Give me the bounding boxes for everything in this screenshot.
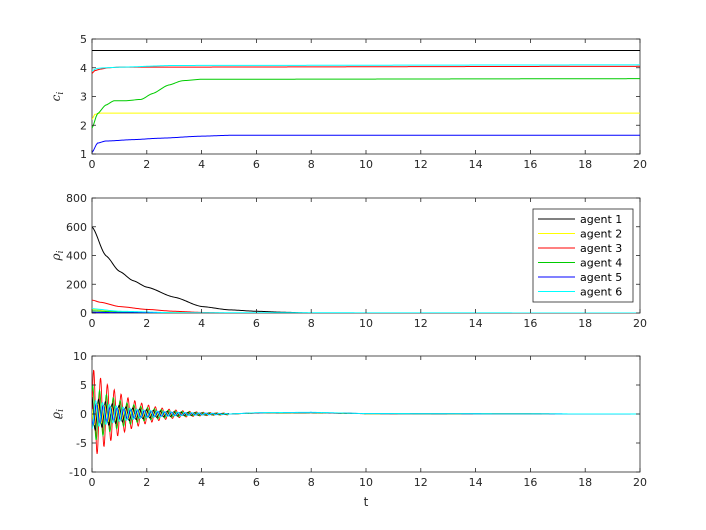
y-axis-label: ϱi (49, 409, 66, 419)
x-tick-label: 16 (523, 158, 537, 171)
y-axis-label: ci (49, 92, 66, 102)
y-tick-label: 3 (80, 91, 87, 104)
legend-entry: agent 5 (580, 271, 622, 284)
series-line-6 (92, 64, 640, 72)
x-tick-label: 20 (633, 158, 647, 171)
legend-entry: agent 4 (580, 257, 622, 270)
x-tick-label: 12 (414, 317, 428, 330)
y-tick-label: 1 (80, 148, 87, 161)
panel-varrho: 0 2 4 6 8 10 12 14 16 18 20 -10 -5 0 5 10 ϱi t (49, 350, 647, 509)
x-tick-label: 2 (143, 317, 150, 330)
x-tick-label: 4 (198, 317, 205, 330)
y-tick-label: 5 (80, 379, 87, 392)
y-tick-label: -5 (76, 437, 87, 450)
legend-entry: agent 2 (580, 228, 622, 241)
x-tick-label: 6 (253, 476, 260, 489)
x-tick-label: 16 (523, 317, 537, 330)
axes-box (91, 38, 641, 155)
x-tick-label: 10 (359, 158, 373, 171)
x-tick-label: 8 (308, 317, 315, 330)
series-line-agent-1 (92, 226, 640, 313)
x-tick-label: 8 (308, 476, 315, 489)
x-tick-label: 6 (253, 317, 260, 330)
x-tick-label: 0 (89, 158, 96, 171)
series-line-4 (92, 78, 640, 129)
x-tick-label: 14 (469, 476, 483, 489)
x-tick-label: 10 (359, 476, 373, 489)
y-tick-label: 2 (80, 119, 87, 132)
x-tick-label: 2 (143, 158, 150, 171)
legend-entry: agent 6 (580, 286, 622, 299)
y-tick-label: -10 (69, 466, 87, 479)
y-tick-label: 10 (73, 350, 87, 363)
x-tick-label: 20 (633, 317, 647, 330)
x-tick-label: 4 (198, 476, 205, 489)
series-line-5 (92, 134, 640, 153)
x-tick-label: 6 (253, 158, 260, 171)
x-tick-label: 12 (414, 476, 428, 489)
x-tick-label: 12 (414, 158, 428, 171)
series-line-2 (92, 112, 640, 120)
x-tick-label: 18 (578, 476, 592, 489)
y-tick-label: 400 (66, 250, 87, 263)
x-tick-label: 4 (198, 158, 205, 171)
x-axis-label: t (364, 495, 369, 509)
legend-entry: agent 1 (580, 213, 622, 226)
y-tick-label: 200 (66, 278, 87, 291)
x-tick-label: 14 (469, 158, 483, 171)
series-group (92, 50, 640, 153)
series-line-6 (92, 399, 640, 429)
x-tick-label: 2 (143, 476, 150, 489)
series-line-agent-3 (92, 299, 640, 313)
x-tick-label: 8 (308, 158, 315, 171)
y-tick-label: 800 (66, 192, 87, 205)
y-tick-label: 600 (66, 221, 87, 234)
y-tick-label: 0 (80, 408, 87, 421)
series-group (92, 369, 640, 455)
x-tick-label: 0 (89, 317, 96, 330)
x-tick-label: 20 (633, 476, 647, 489)
x-tick-label: 0 (89, 476, 96, 489)
y-tick-label: 5 (80, 33, 87, 46)
x-tick-label: 16 (523, 476, 537, 489)
legend-entry: agent 3 (580, 242, 622, 255)
x-tick-label: 10 (359, 317, 373, 330)
y-tick-label: 0 (80, 307, 87, 320)
x-tick-label: 18 (578, 317, 592, 330)
x-tick-label: 14 (469, 317, 483, 330)
y-tick-label: 4 (80, 62, 87, 75)
x-tick-label: 18 (578, 158, 592, 171)
y-axis-label: ρi (49, 250, 66, 261)
legend-box (532, 208, 634, 303)
series-line-3 (92, 65, 640, 74)
